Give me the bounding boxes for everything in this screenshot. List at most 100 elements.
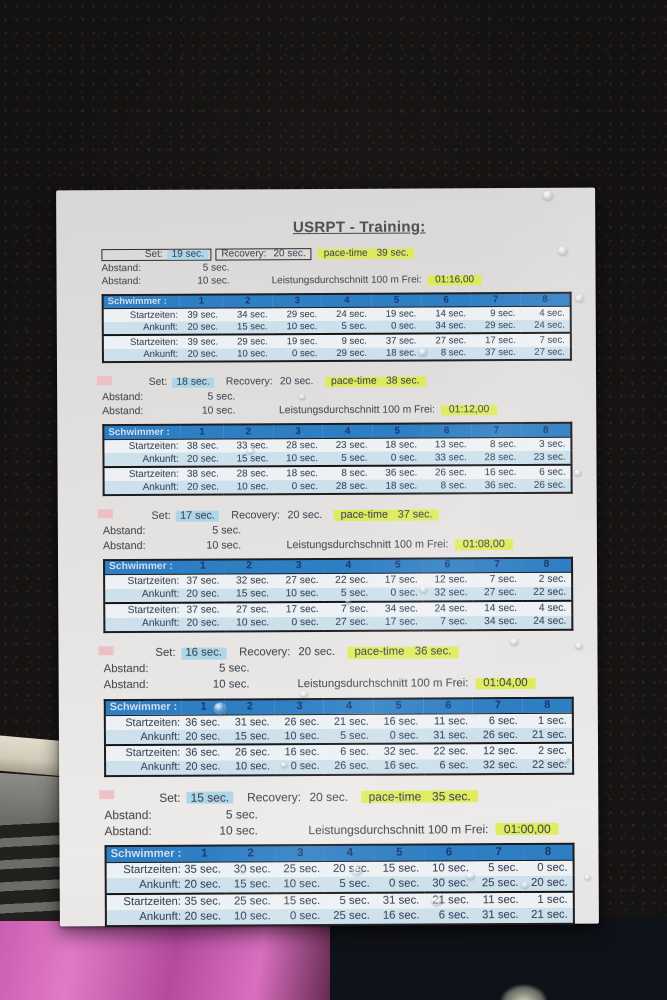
- sheet-title: USRPT - Training:: [292, 218, 426, 237]
- time-cell: 24 sec.: [533, 616, 567, 628]
- schwimmer-header: Schwimmer :: [109, 701, 178, 714]
- swimmer-number-header: 6: [445, 846, 453, 859]
- time-cell: 0 sec.: [291, 480, 319, 492]
- swimmer-number-header: 6: [443, 294, 449, 306]
- time-cell: 10 sec.: [236, 481, 269, 493]
- time-cell: 12 sec.: [482, 745, 518, 758]
- recovery-field: Recovery: 20 sec.: [221, 376, 319, 388]
- time-cell: 10 sec.: [283, 877, 321, 891]
- recovery-value: 20 sec.: [273, 247, 306, 259]
- time-cell: 25 sec.: [333, 909, 370, 922]
- table-row: Ankunft: 20 sec. 10 sec. 0 sec. 25 sec. 16 se…: [105, 907, 574, 927]
- time-cell: 20 sec.: [186, 453, 219, 465]
- abstand-value: 5 sec.: [219, 662, 250, 675]
- abstand-value: 10 sec.: [206, 539, 242, 552]
- training-block: Set: 18 sec. Recovery: 20 sec. pace-time…: [97, 373, 573, 497]
- row-label: Ankunft:: [141, 589, 180, 601]
- time-cell: 0 sec.: [537, 861, 568, 874]
- water-droplet: [575, 294, 584, 302]
- time-cell: 21 sec.: [333, 715, 369, 728]
- swimmer-number-header: 4: [345, 560, 352, 572]
- pink-fabric: [0, 921, 370, 1000]
- time-cell: 17 sec.: [285, 603, 319, 616]
- time-cell: 20 sec.: [184, 910, 222, 923]
- time-cell: 27 sec.: [285, 574, 319, 587]
- pace-time-field: pace-time 36 sec.: [347, 645, 459, 659]
- time-cell: 32 sec.: [383, 745, 419, 758]
- time-cell: 24 sec.: [434, 603, 468, 615]
- time-cell: 15 sec.: [283, 894, 321, 908]
- time-cell: 0 sec.: [391, 320, 417, 332]
- swimmer-number-header: 3: [297, 846, 304, 859]
- time-cell: 34 sec.: [435, 320, 467, 332]
- time-cell: 37 sec.: [186, 575, 220, 587]
- time-cell: 30 sec.: [432, 877, 469, 890]
- time-cell: 0 sec.: [389, 729, 419, 742]
- row-label: Ankunft:: [139, 910, 182, 923]
- set-field: Set: 15 sec.: [104, 790, 236, 805]
- pace-time-label: pace-time: [323, 247, 368, 259]
- swimmer-number-header: 6: [444, 424, 450, 436]
- time-cell: 6 sec.: [340, 745, 370, 759]
- leistung-label: Leistungsdurchschnitt 100 m Frei:: [278, 404, 435, 417]
- recovery-label: Recovery:: [239, 646, 291, 659]
- time-cell: 38 sec.: [186, 440, 219, 452]
- abstand-value: 5 sec.: [212, 524, 242, 537]
- time-cell: 10 sec.: [233, 910, 271, 923]
- time-cell: 27 sec.: [236, 604, 270, 616]
- schwimmer-header: Schwimmer :: [109, 561, 173, 573]
- time-cell: 5 sec.: [341, 321, 367, 333]
- time-cell: 18 sec.: [385, 347, 417, 360]
- time-cell: 33 sec.: [434, 451, 467, 464]
- schwimmer-header: Schwimmer :: [107, 296, 167, 308]
- abstand-row-2: Abstand: 10 sec. Leistungsdurchschnitt 1…: [104, 675, 574, 693]
- time-cell: 16 sec.: [383, 759, 419, 773]
- pace-time-field: pace-time 38 sec.: [324, 375, 426, 388]
- table-row: Ankunft: 20 sec. 10 sec. 0 sec. 27 sec. 17 se…: [104, 615, 573, 633]
- time-cell: 27 sec.: [534, 347, 565, 359]
- time-cell: 1 sec.: [537, 714, 567, 727]
- set-label: Set:: [155, 646, 176, 660]
- recovery-field: Recovery: 20 sec.: [241, 789, 354, 805]
- time-cell: 27 sec.: [435, 335, 467, 347]
- time-cell: 5 sec.: [341, 452, 368, 464]
- row-label: Startzeiten:: [123, 895, 182, 909]
- time-cell: 22 sec.: [335, 574, 369, 586]
- time-cell: 6 sec.: [438, 909, 470, 922]
- training-block: Set: 16 sec. Recovery: 20 sec. pace-time…: [98, 643, 575, 778]
- time-cell: 14 sec.: [484, 602, 518, 615]
- swimmer-number-header: 8: [542, 294, 548, 306]
- pace-time-value: 38 sec.: [385, 375, 420, 387]
- swimmer-number-header: 1: [201, 847, 208, 860]
- time-cell: 0 sec.: [390, 452, 418, 464]
- time-cell: 36 sec.: [185, 746, 221, 759]
- time-cell: 39 sec.: [187, 309, 219, 321]
- time-cell: 28 sec.: [484, 451, 517, 463]
- swim-times-table: Schwimmer : 1 2 3 4 5 6 7 8 Startzeiten: 39 sec. 3…: [101, 291, 572, 364]
- water-droplet: [584, 874, 591, 880]
- time-cell: 5 sec.: [340, 729, 370, 742]
- swimmer-number-header: 2: [247, 847, 254, 860]
- time-cell: 20 sec.: [187, 348, 219, 361]
- pace-time-value: 36 sec.: [414, 645, 452, 658]
- time-cell: 9 sec.: [490, 307, 516, 319]
- time-cell: 27 sec.: [335, 617, 369, 629]
- time-cell: 29 sec.: [484, 320, 516, 332]
- time-cell: 3 sec.: [539, 438, 566, 450]
- time-cell: 7 sec.: [539, 334, 565, 346]
- time-cell: 6 sec.: [439, 759, 469, 772]
- time-cell: 31 sec.: [433, 729, 469, 742]
- recovery-field: Recovery: 20 sec.: [215, 247, 312, 261]
- recovery-value: 20 sec.: [309, 789, 349, 805]
- time-cell: 17 sec.: [384, 616, 419, 629]
- set-field: Set: 19 sec.: [101, 248, 212, 261]
- swimmer-number-header: 7: [493, 424, 500, 436]
- recovery-field: Recovery: 20 sec.: [233, 646, 340, 659]
- time-cell: 34 sec.: [484, 616, 518, 628]
- swimmer-number-header: 5: [394, 425, 400, 437]
- time-cell: 14 sec.: [435, 308, 467, 320]
- abstand-value: 5 sec.: [225, 807, 258, 822]
- row-label: Ankunft:: [142, 481, 179, 493]
- time-cell: 20 sec.: [187, 481, 219, 493]
